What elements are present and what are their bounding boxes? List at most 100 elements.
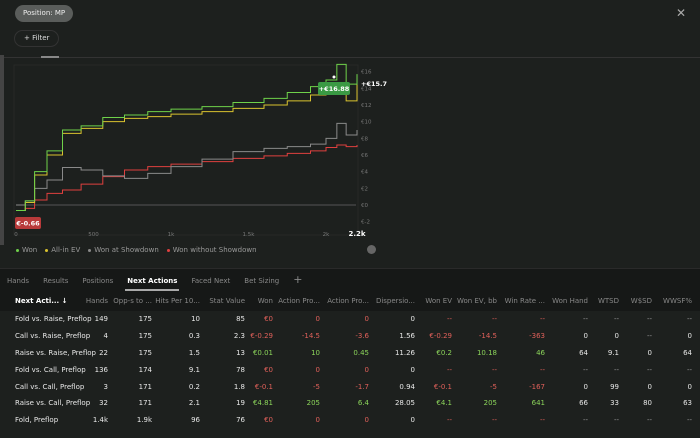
table-cell: --: [686, 365, 692, 374]
tab-hands[interactable]: Hands: [7, 277, 30, 285]
add-filter-button[interactable]: + Filter: [14, 30, 60, 47]
series-line-won: [16, 63, 358, 211]
table-row[interactable]: Call vs. Call, Preflop 3 171 0.2 1.8 €-0.1 -5 -…: [8, 378, 692, 395]
table-cell: 0: [583, 382, 588, 391]
column-header[interactable]: Next Acti... ↓: [15, 297, 68, 305]
table-row[interactable]: Call vs. Raise, Preflop 4 175 0.3 2.3 €-0.29 -…: [8, 328, 692, 345]
column-header[interactable]: Won EV, bb: [456, 297, 497, 305]
table-cell: 3: [103, 382, 108, 391]
legend-item[interactable]: Won without Showdown: [166, 246, 257, 254]
table-row[interactable]: Raise vs. Call, Preflop 32 171 2.1 19 €4.81 20…: [8, 395, 692, 412]
column-header[interactable]: Won: [257, 297, 273, 305]
table-row[interactable]: Fold vs. Raise, Preflop 149 175 10 85 €0 0 0 0 --…: [8, 311, 692, 328]
tab-bet-sizing[interactable]: Bet Sizing: [244, 277, 280, 285]
table-cell: 6.4: [357, 399, 369, 408]
add-tab-button[interactable]: +: [293, 273, 303, 286]
start-value-label: €-0.66: [15, 220, 40, 228]
table-cell: 0: [410, 315, 415, 324]
table-cell: 0: [315, 365, 320, 374]
column-header[interactable]: Action Pro...: [327, 297, 369, 305]
table-cell: 33: [610, 399, 619, 408]
column-header[interactable]: Stat Value: [209, 297, 245, 305]
column-header[interactable]: WTSD: [597, 297, 619, 305]
table-cell: 0.45: [353, 348, 369, 357]
table-cell: 96: [191, 416, 200, 425]
table-cell: Call vs. Call, Preflop: [15, 382, 85, 391]
y-tick-label: €-2: [361, 220, 370, 226]
peak-marker: [332, 75, 336, 79]
table-cell: --: [613, 365, 619, 374]
table-cell: 0: [364, 416, 369, 425]
table-cell: €-0.29: [250, 332, 273, 341]
results-chart: €-2 €0 €2 €4 €6 €8 €10 €12 €14 €16 0 500 1k 1.5k 2k 2.2…: [13, 63, 387, 238]
position-filter-pill[interactable]: Position: MP: [15, 5, 74, 22]
table-cell: 0: [687, 332, 692, 341]
table-cell: €-0.1: [433, 382, 452, 391]
table-cell: €-0.29: [429, 332, 452, 341]
column-header[interactable]: Won Hand: [552, 297, 588, 305]
legend-item[interactable]: All-in EV: [45, 246, 80, 254]
table-cell: 0: [647, 382, 652, 391]
table-cell: 4: [103, 332, 108, 341]
table-cell: 171: [138, 399, 152, 408]
x-tick-label: 1k: [168, 232, 175, 238]
y-tick-label: €10: [361, 120, 372, 126]
tab-next-actions[interactable]: Next Actions: [120, 269, 184, 291]
table-cell: 1.5: [188, 348, 200, 357]
column-header[interactable]: Hits Per 10...: [155, 297, 200, 305]
column-header[interactable]: Won EV: [425, 297, 452, 305]
column-header[interactable]: Opp-s to ...: [113, 297, 152, 305]
table-cell: --: [582, 315, 588, 324]
peak-value-label: +€16.88: [319, 85, 350, 93]
table-cell: 0: [583, 332, 588, 341]
legend-item[interactable]: Won at Showdown: [88, 246, 159, 254]
table-row[interactable]: Fold vs. Call, Preflop 136 174 9.1 78 €0 0 0 0 --…: [8, 361, 692, 378]
peak-value-badge: [318, 82, 350, 95]
table-cell: Call vs. Raise, Preflop: [15, 332, 91, 341]
scrollbar[interactable]: [0, 55, 4, 245]
tab-results[interactable]: Results: [43, 277, 69, 285]
column-header[interactable]: WWSF%: [663, 297, 692, 305]
table-cell: 0: [364, 315, 369, 324]
table-cell: --: [539, 416, 545, 425]
column-header[interactable]: Hands: [85, 297, 108, 305]
table-cell: --: [686, 315, 692, 324]
column-header[interactable]: Action Pro...: [278, 297, 320, 305]
x-tick-label: 500: [88, 232, 99, 238]
column-header[interactable]: Win Rate ...: [504, 297, 545, 305]
gear-icon[interactable]: [367, 245, 376, 254]
tab-positions[interactable]: Positions: [82, 277, 114, 285]
table-cell: 0: [687, 382, 692, 391]
table-cell: 9.1: [188, 365, 200, 374]
y-tick-label: €4: [361, 170, 368, 176]
table-cell: 28.05: [394, 399, 415, 408]
y-tick-label: €16: [361, 70, 372, 76]
chart-frame: [13, 64, 359, 236]
table-cell: 64: [683, 348, 692, 357]
divider: [4, 57, 700, 58]
table-row[interactable]: Fold, Preflop 1.4k 1.9k 96 76 €0 0 0 0 -- -- -- -- --…: [8, 412, 692, 429]
table-cell: €0.01: [252, 348, 273, 357]
column-header[interactable]: Dispersio...: [375, 297, 415, 305]
table-row[interactable]: Raise vs. Raise, Preflop 22 175 1.5 13 €0.01 1…: [8, 345, 692, 362]
tab-faced-next[interactable]: Faced Next: [191, 277, 231, 285]
table-cell: --: [446, 416, 452, 425]
y-tick-label: €14: [361, 86, 372, 92]
table-cell: --: [539, 365, 545, 374]
table-cell: 99: [610, 382, 619, 391]
table-cell: --: [646, 332, 652, 341]
table-cell: Raise vs. Raise, Preflop: [15, 348, 96, 357]
table-cell: 9.1: [607, 348, 619, 357]
legend-item[interactable]: Won: [16, 246, 37, 254]
table-cell: -5: [490, 382, 497, 391]
y-tick-label: €0: [361, 203, 368, 209]
column-header[interactable]: W$SD: [630, 297, 652, 305]
close-icon[interactable]: ✕: [675, 6, 686, 20]
table-cell: --: [613, 416, 619, 425]
table-cell: --: [539, 315, 545, 324]
table-cell: 174: [138, 365, 152, 374]
table-cell: Fold vs. Call, Preflop: [15, 365, 86, 374]
table-cell: 11.26: [394, 348, 415, 357]
table-cell: 171: [138, 382, 152, 391]
table-cell: 0: [614, 332, 619, 341]
